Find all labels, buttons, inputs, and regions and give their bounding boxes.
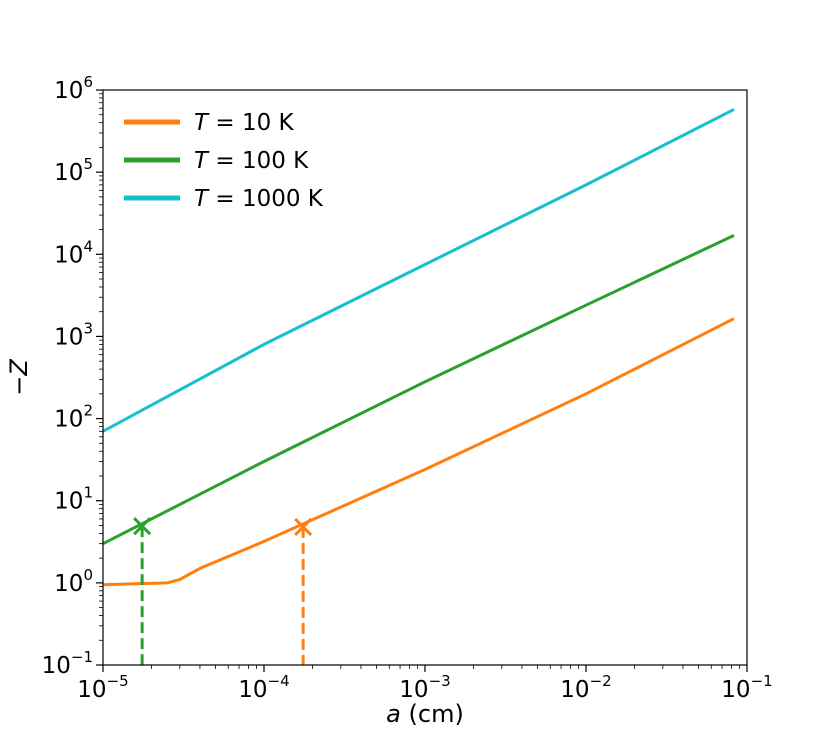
y-tick-label-1: 100 — [54, 566, 93, 597]
series-line-2 — [102, 108, 735, 433]
y-tick-label-7: 106 — [54, 73, 93, 104]
x-tick-label-1: 10−4 — [238, 672, 289, 703]
marker-x-0 — [294, 517, 313, 536]
y-tick-label-3: 102 — [54, 402, 93, 433]
y-tick-label-2: 101 — [54, 484, 93, 515]
x-tick-label-4: 10−1 — [721, 672, 772, 703]
y-tick-label-6: 105 — [54, 155, 93, 186]
x-axis-ticks: 10−5 10−4 10−3 10−2 10−1 — [77, 665, 773, 703]
y-axis-label: −Z — [5, 359, 33, 396]
x-axis-label: a (cm) — [386, 700, 464, 728]
legend: T = 10 K T = 100 K T = 1000 K — [124, 110, 324, 212]
series-layer — [102, 108, 735, 665]
x-tick-label-2: 10−3 — [399, 672, 450, 703]
x-tick-label-3: 10−2 — [560, 672, 611, 703]
marker-x-1 — [133, 517, 152, 536]
x-tick-label-0: 10−5 — [77, 672, 128, 703]
y-axis-ticks: 10−1 100 101 102 103 104 105 106 — [42, 73, 103, 679]
y-tick-label-5: 104 — [54, 237, 93, 268]
y-tick-label-4: 103 — [54, 319, 93, 350]
legend-label-0: T = 10 K — [194, 110, 295, 136]
series-line-1 — [102, 234, 735, 546]
legend-label-2: T = 1000 K — [194, 186, 324, 212]
legend-label-1: T = 100 K — [194, 148, 309, 174]
y-tick-label-0: 10−1 — [42, 648, 93, 679]
x-axis-label-var: a — [386, 700, 401, 728]
x-axis-label-unit: (cm) — [401, 700, 464, 728]
series-line-0 — [102, 317, 735, 587]
